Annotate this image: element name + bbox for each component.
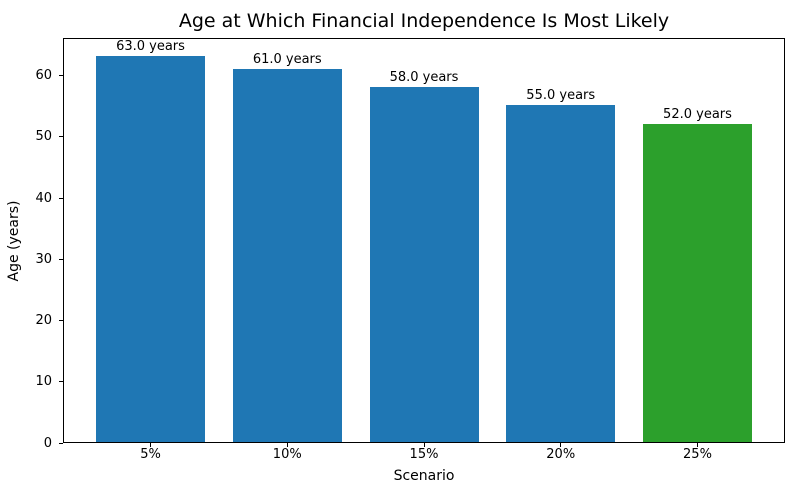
bar-20-percent: [506, 105, 615, 442]
y-tick-label: 50: [35, 129, 52, 145]
bar-value-label: 58.0 years: [389, 69, 459, 85]
x-tick-mark: [696, 443, 698, 447]
bar-value-label: 61.0 years: [252, 51, 322, 67]
x-tick-mark: [286, 443, 288, 447]
y-tick-label: 40: [35, 190, 52, 206]
bar-25-percent: [643, 124, 752, 442]
x-tick-label: 15%: [409, 447, 439, 462]
bar-15-percent: [370, 87, 479, 442]
x-tick-label: 25%: [683, 447, 712, 462]
y-tick-mark: [59, 381, 63, 383]
y-tick-label: 30: [35, 251, 52, 267]
x-tick-mark: [423, 443, 425, 447]
bar-value-label: 52.0 years: [663, 106, 732, 122]
y-tick-label: 60: [35, 68, 52, 84]
y-tick-mark: [59, 320, 63, 322]
bar-value-label: 63.0 years: [116, 39, 185, 55]
bar-value-label: 55.0 years: [526, 88, 596, 104]
y-tick-mark: [59, 197, 63, 199]
bar-5-percent: [96, 56, 205, 442]
plot-area: [63, 38, 785, 443]
y-tick-label: 20: [35, 313, 52, 329]
x-axis-label: Scenario: [393, 468, 455, 484]
bar-10-percent: [233, 69, 342, 442]
y-tick-mark: [59, 258, 63, 260]
y-tick-label: 0: [43, 435, 52, 451]
x-tick-mark: [150, 443, 151, 447]
x-tick-mark: [560, 443, 562, 447]
y-tick-label: 10: [35, 374, 52, 390]
x-tick-label: 20%: [546, 447, 576, 462]
y-tick-mark: [59, 136, 63, 138]
x-tick-label: 5%: [140, 447, 161, 462]
y-tick-mark: [59, 75, 63, 77]
x-tick-label: 10%: [272, 447, 302, 462]
chart-title: Age at Which Financial Independence Is M…: [178, 10, 670, 32]
y-tick-mark: [59, 442, 63, 444]
